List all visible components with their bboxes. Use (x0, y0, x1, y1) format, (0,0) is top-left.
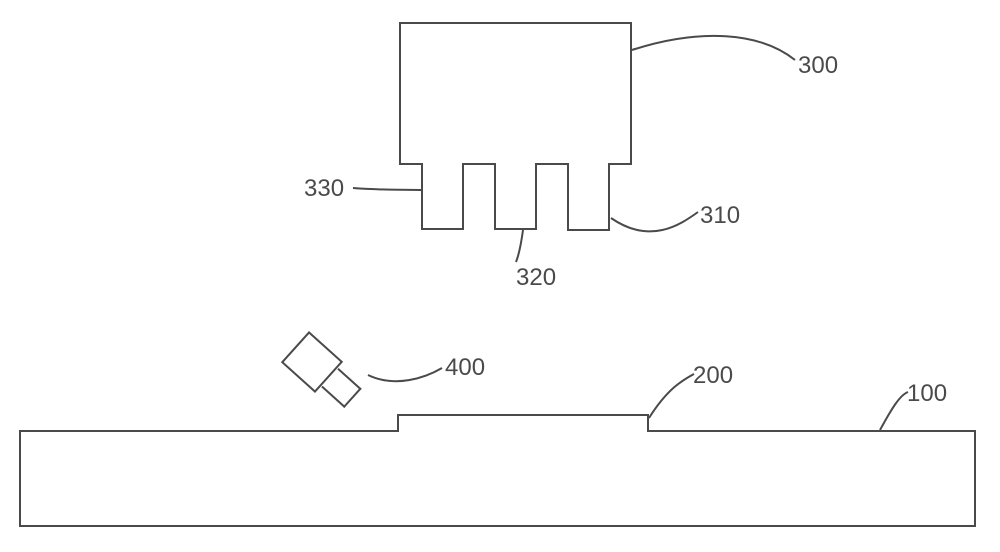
leader-310 (611, 212, 698, 231)
label-330: 330 (304, 175, 344, 203)
label-310: 310 (700, 202, 740, 230)
leader-330 (353, 188, 421, 190)
leader-300 (632, 36, 795, 60)
leg-middle (494, 163, 537, 230)
leg-left (421, 163, 464, 230)
leader-100 (880, 392, 908, 430)
main-block (399, 22, 632, 165)
label-300: 300 (798, 52, 838, 80)
inset-plate (397, 414, 649, 432)
label-100: 100 (907, 380, 947, 408)
leader-320 (516, 230, 523, 262)
leader-400 (368, 368, 442, 381)
label-320: 320 (516, 264, 556, 292)
label-200: 200 (693, 362, 733, 390)
base-plate (19, 430, 976, 527)
label-400: 400 (445, 354, 485, 382)
leg-right (567, 163, 610, 231)
leader-200 (649, 374, 694, 418)
